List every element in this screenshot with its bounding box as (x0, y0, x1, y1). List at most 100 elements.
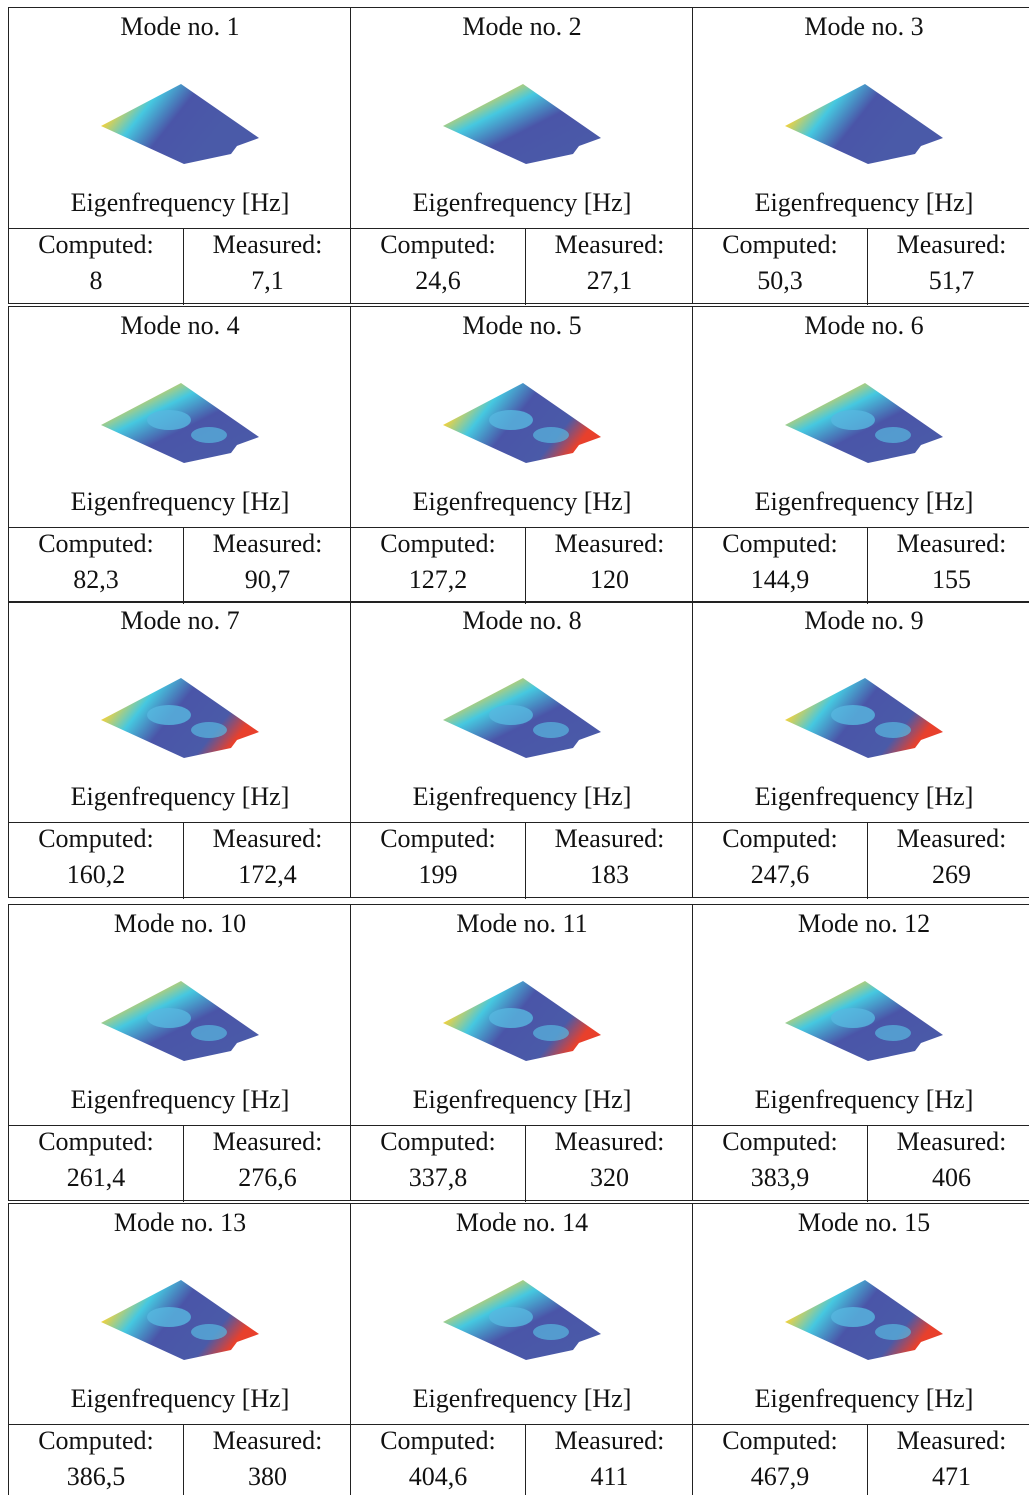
measured-label: Measured: (184, 1127, 351, 1157)
measured-value: 269 (868, 860, 1029, 890)
mode-shape (9, 76, 351, 186)
computed-value: 199 (351, 860, 525, 890)
mode-shape (693, 375, 1029, 485)
measured-label: Measured: (184, 230, 351, 260)
plate-shape (191, 427, 227, 443)
computed-label: Computed: (693, 529, 867, 559)
mode-title: Mode no. 7 (9, 606, 351, 636)
frequency-label: Eigenfrequency [Hz] (351, 1384, 693, 1414)
computed-label: Computed: (351, 529, 525, 559)
frequency-label: Eigenfrequency [Hz] (9, 487, 351, 517)
divider (9, 527, 351, 528)
frequency-label: Eigenfrequency [Hz] (693, 188, 1029, 218)
mode-title: Mode no. 4 (9, 311, 351, 341)
measured-value: 27,1 (526, 266, 693, 296)
divider (351, 1424, 693, 1425)
mode-title: Mode no. 14 (351, 1208, 693, 1238)
computed-value: 383,9 (693, 1163, 867, 1193)
divider (9, 1125, 351, 1126)
mode-shape (351, 1272, 693, 1382)
plate-shape (533, 1025, 569, 1041)
plate-shape (101, 84, 259, 164)
mode-cell: Mode no. 15 Eigenfrequency [Hz]Computed:… (692, 1203, 1029, 1495)
plate-shape (533, 722, 569, 738)
measured-value: 320 (526, 1163, 693, 1193)
measured-label: Measured: (184, 1426, 351, 1456)
computed-value: 386,5 (9, 1462, 183, 1492)
plate-shape (831, 1307, 875, 1327)
computed-value: 261,4 (9, 1163, 183, 1193)
mode-shape (9, 670, 351, 780)
frequency-label: Eigenfrequency [Hz] (9, 188, 351, 218)
measured-value: 51,7 (868, 266, 1029, 296)
measured-label: Measured: (526, 1426, 693, 1456)
mode-cell: Mode no. 14 Eigenfrequency [Hz] Computed:… (350, 1203, 693, 1495)
computed-value: 247,6 (693, 860, 867, 890)
plate-shape (147, 410, 191, 430)
measured-label: Measured: (868, 1426, 1029, 1456)
plate-shape (191, 1324, 227, 1340)
measured-label: Measured: (526, 529, 693, 559)
divider (351, 228, 693, 229)
measured-value: 406 (868, 1163, 1029, 1193)
divider (693, 822, 1029, 823)
computed-value: 160,2 (9, 860, 183, 890)
frequency-label: Eigenfrequency [Hz] (9, 782, 351, 812)
plate-shape (443, 84, 601, 164)
plate-shape (489, 410, 533, 430)
plate-shape (489, 705, 533, 725)
mode-shape (9, 1272, 351, 1382)
measured-value: 276,6 (184, 1163, 351, 1193)
frequency-label: Eigenfrequency [Hz] (693, 1085, 1029, 1115)
computed-value: 127,2 (351, 565, 525, 595)
mode-cell: Mode no. 13 Eigenfrequency [Hz]Computed:… (8, 1203, 351, 1495)
frequency-label: Eigenfrequency [Hz] (351, 487, 693, 517)
measured-label: Measured: (868, 824, 1029, 854)
plate-shape (191, 722, 227, 738)
divider (693, 228, 1029, 229)
mode-cell: Mode no. 7 Eigenfrequency [Hz] Computed:M… (8, 601, 351, 898)
measured-label: Measured: (868, 230, 1029, 260)
measured-label: Measured: (184, 529, 351, 559)
mode-shape (351, 973, 693, 1083)
mode-shape (9, 973, 351, 1083)
divider (9, 1424, 351, 1425)
mode-shape (693, 670, 1029, 780)
mode-title: Mode no. 13 (9, 1208, 351, 1238)
computed-label: Computed: (693, 230, 867, 260)
measured-label: Measured: (184, 824, 351, 854)
mode-cell: Mode no. 2 Eigenfrequency [Hz]Computed:M… (350, 7, 693, 304)
computed-value: 467,9 (693, 1462, 867, 1492)
measured-value: 120 (526, 565, 693, 595)
mode-cell: Mode no. 5 Eigenfrequency [Hz] Computed:M… (350, 306, 693, 603)
computed-value: 24,6 (351, 266, 525, 296)
mode-cell: Mode no. 10 Eigenfrequency [Hz]Computed:… (8, 904, 351, 1201)
plate-shape (191, 1025, 227, 1041)
computed-label: Computed: (351, 824, 525, 854)
computed-label: Computed: (351, 230, 525, 260)
computed-label: Computed: (351, 1426, 525, 1456)
mode-cell: Mode no. 9 Eigenfrequency [Hz]Computed:M… (692, 601, 1029, 898)
mode-cell: Mode no. 1 Eigenfrequency [Hz]Computed:M… (8, 7, 351, 304)
mode-title: Mode no. 5 (351, 311, 693, 341)
divider (351, 527, 693, 528)
measured-label: Measured: (526, 230, 693, 260)
measured-label: Measured: (868, 529, 1029, 559)
mode-cell: Mode no. 8 Eigenfrequency [Hz]Computed:M… (350, 601, 693, 898)
computed-value: 8 (9, 266, 183, 296)
mode-title: Mode no. 9 (693, 606, 1029, 636)
divider (351, 1125, 693, 1126)
plate-shape (875, 1324, 911, 1340)
measured-value: 7,1 (184, 266, 351, 296)
mode-shape (351, 670, 693, 780)
measured-value: 90,7 (184, 565, 351, 595)
divider (693, 1125, 1029, 1126)
computed-label: Computed: (693, 1426, 867, 1456)
computed-label: Computed: (9, 824, 183, 854)
computed-label: Computed: (693, 824, 867, 854)
mode-shape (9, 375, 351, 485)
computed-value: 337,8 (351, 1163, 525, 1193)
computed-label: Computed: (693, 1127, 867, 1157)
measured-label: Measured: (868, 1127, 1029, 1157)
mode-cell: Mode no. 6 Eigenfrequency [Hz]Computed:M… (692, 306, 1029, 603)
